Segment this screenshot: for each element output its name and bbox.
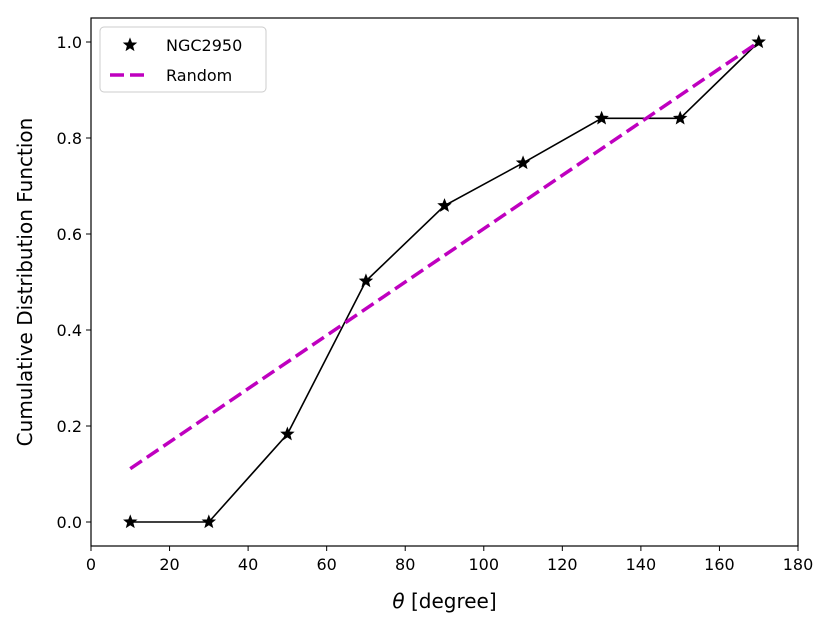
- x-tick-label: 120: [547, 555, 578, 574]
- legend-label: NGC2950: [166, 36, 242, 55]
- data-point-star: [358, 273, 374, 288]
- y-tick-label: 0.8: [57, 129, 82, 148]
- legend-label: Random: [166, 66, 232, 85]
- legend-swatch-ngc2950: [122, 37, 138, 52]
- data-point-star: [123, 514, 138, 529]
- x-tick-label: 40: [238, 555, 258, 574]
- x-tick-label: 60: [316, 555, 336, 574]
- series-line-random: [129, 40, 760, 471]
- legend-entries: NGC2950 Random: [110, 36, 242, 85]
- data-point-star: [672, 110, 688, 125]
- data-point-star: [515, 155, 531, 170]
- x-axis-label: θ [degree]: [392, 589, 496, 613]
- legend: NGC2950 Random: [99, 26, 267, 93]
- series-layer: [123, 34, 766, 529]
- plot-frame: [90, 17, 799, 547]
- y-axis-label: Cumulative Distribution Function: [13, 118, 37, 447]
- ticks-layer: 0 20 40 60 80 100 120 140 160 180 0.0 0.2 0.4 0.6 0.8 1…: [57, 33, 814, 574]
- x-tick-label: 140: [626, 555, 657, 574]
- x-tick-label: 80: [395, 555, 415, 574]
- x-tick-label: 160: [704, 555, 735, 574]
- x-tick-label: 180: [783, 555, 814, 574]
- data-point-star: [594, 110, 609, 125]
- y-tick-label: 0.0: [57, 513, 82, 532]
- data-point-star: [201, 514, 217, 529]
- y-tick-label: 0.2: [57, 417, 82, 436]
- series-line-ngc2950: [130, 41, 760, 523]
- data-point-star: [751, 34, 766, 49]
- x-tick-label: 100: [469, 555, 500, 574]
- y-tick-label: 0.4: [57, 321, 82, 340]
- x-tick-label: 20: [159, 555, 179, 574]
- data-point-star: [437, 198, 452, 212]
- y-tick-label: 1.0: [57, 33, 82, 52]
- x-axis-label-unit: [degree]: [405, 589, 497, 613]
- x-tick-label: 0: [86, 555, 96, 574]
- y-tick-label: 0.6: [57, 225, 82, 244]
- data-point-star: [280, 426, 295, 441]
- x-axis-label-symbol: θ: [392, 589, 404, 613]
